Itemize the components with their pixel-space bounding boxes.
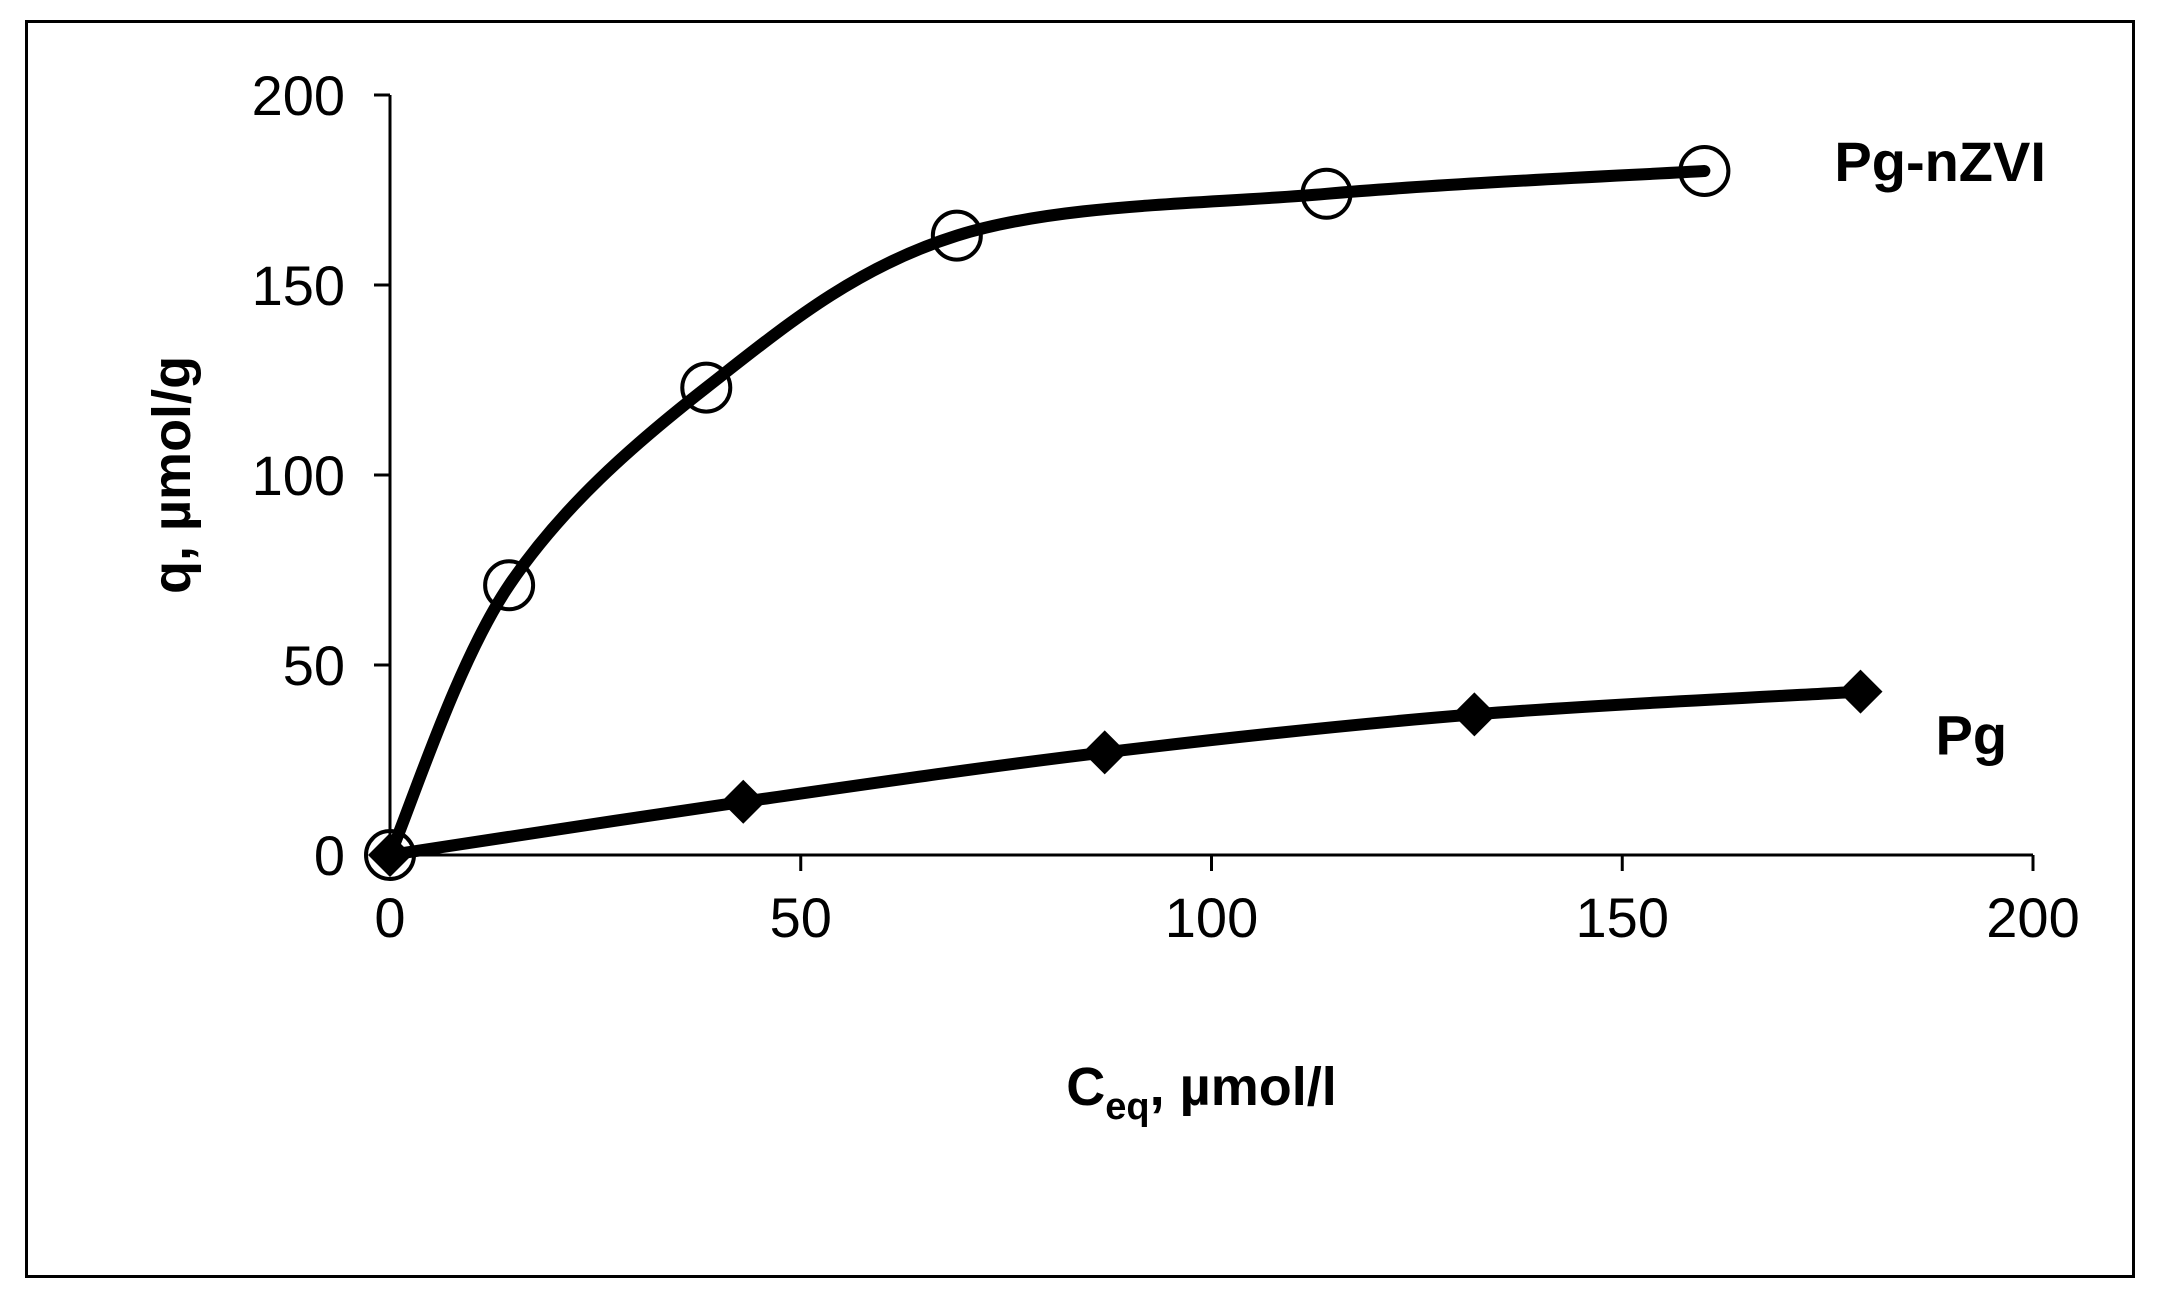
point-pg-4	[1838, 669, 1883, 714]
x-axis-title-rest: , µmol/l	[1150, 1057, 1337, 1117]
y-tick-label-150: 150	[252, 254, 345, 317]
series-label-pg: Pg	[1935, 704, 2007, 767]
point-pg-nzvi-4	[1300, 167, 1353, 220]
x-tick-label-0: 0	[374, 886, 405, 949]
x-tick-label-50: 50	[770, 886, 832, 949]
x-axis-title-subscript: eq	[1105, 1086, 1149, 1128]
x-axis-title-main: C	[1066, 1057, 1105, 1117]
chart-frame	[25, 20, 2135, 1278]
point-pg-0	[368, 833, 412, 877]
series-line-pg	[384, 685, 1867, 861]
x-tick-label-100: 100	[1165, 886, 1258, 949]
y-tick-label-50: 50	[283, 634, 345, 697]
point-pg-nzvi-1	[483, 559, 536, 612]
x-axis-title: Ceq, µmol/l	[1066, 1057, 1337, 1128]
series-label-pg-nzvi: Pg-nZVI	[1834, 130, 2046, 193]
point-pg-nzvi-2	[680, 361, 733, 414]
series-line-pg-nzvi	[384, 165, 1711, 861]
point-pg-nzvi-3	[930, 209, 983, 262]
y-tick-label-200: 200	[252, 64, 345, 127]
y-tick-label-0: 0	[314, 824, 345, 887]
y-tick-label-100: 100	[252, 444, 345, 507]
ticks: 0 50 100 150 200 0 50 100 150 200	[252, 64, 2080, 949]
point-pg-3	[1452, 692, 1497, 737]
x-tick-label-200: 200	[1986, 886, 2079, 949]
point-pg-1	[721, 779, 766, 824]
point-pg-2	[1082, 730, 1127, 775]
y-axis-title: q, µmol/g	[142, 356, 202, 594]
series-layer	[364, 145, 1883, 881]
x-tick-label-150: 150	[1576, 886, 1669, 949]
point-pg-nzvi-5	[1678, 145, 1731, 197]
